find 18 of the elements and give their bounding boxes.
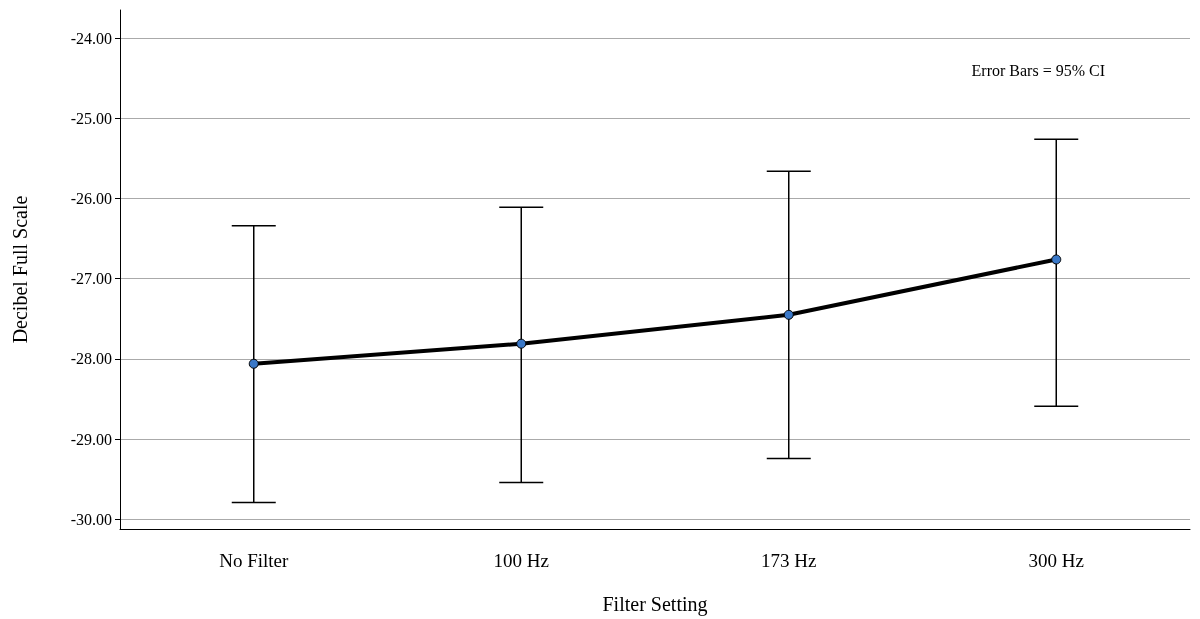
point — [248, 358, 259, 369]
point — [516, 338, 527, 349]
y-tick-label: -28.00 — [70, 350, 112, 368]
y-tick-label: -29.00 — [70, 430, 112, 448]
y-tick-label: -26.00 — [70, 190, 112, 208]
annotation: Error Bars = 95% CI — [971, 61, 1105, 79]
x-tick-label: No Filter — [219, 550, 289, 571]
x-axis-title: Filter Setting — [602, 593, 708, 616]
x-tick-label: 300 Hz — [1028, 550, 1084, 571]
y-tick-label: -25.00 — [70, 109, 112, 127]
point — [783, 309, 794, 320]
point — [1051, 254, 1062, 265]
x-tick-label: 173 Hz — [761, 550, 817, 571]
y-tick-label: -27.00 — [70, 270, 112, 288]
y-tick-label: -30.00 — [70, 510, 112, 528]
y-tick-label: -24.00 — [70, 29, 112, 47]
x-tick-label: 100 Hz — [493, 550, 549, 571]
y-axis-title: Decibel Full Scale — [9, 195, 31, 344]
